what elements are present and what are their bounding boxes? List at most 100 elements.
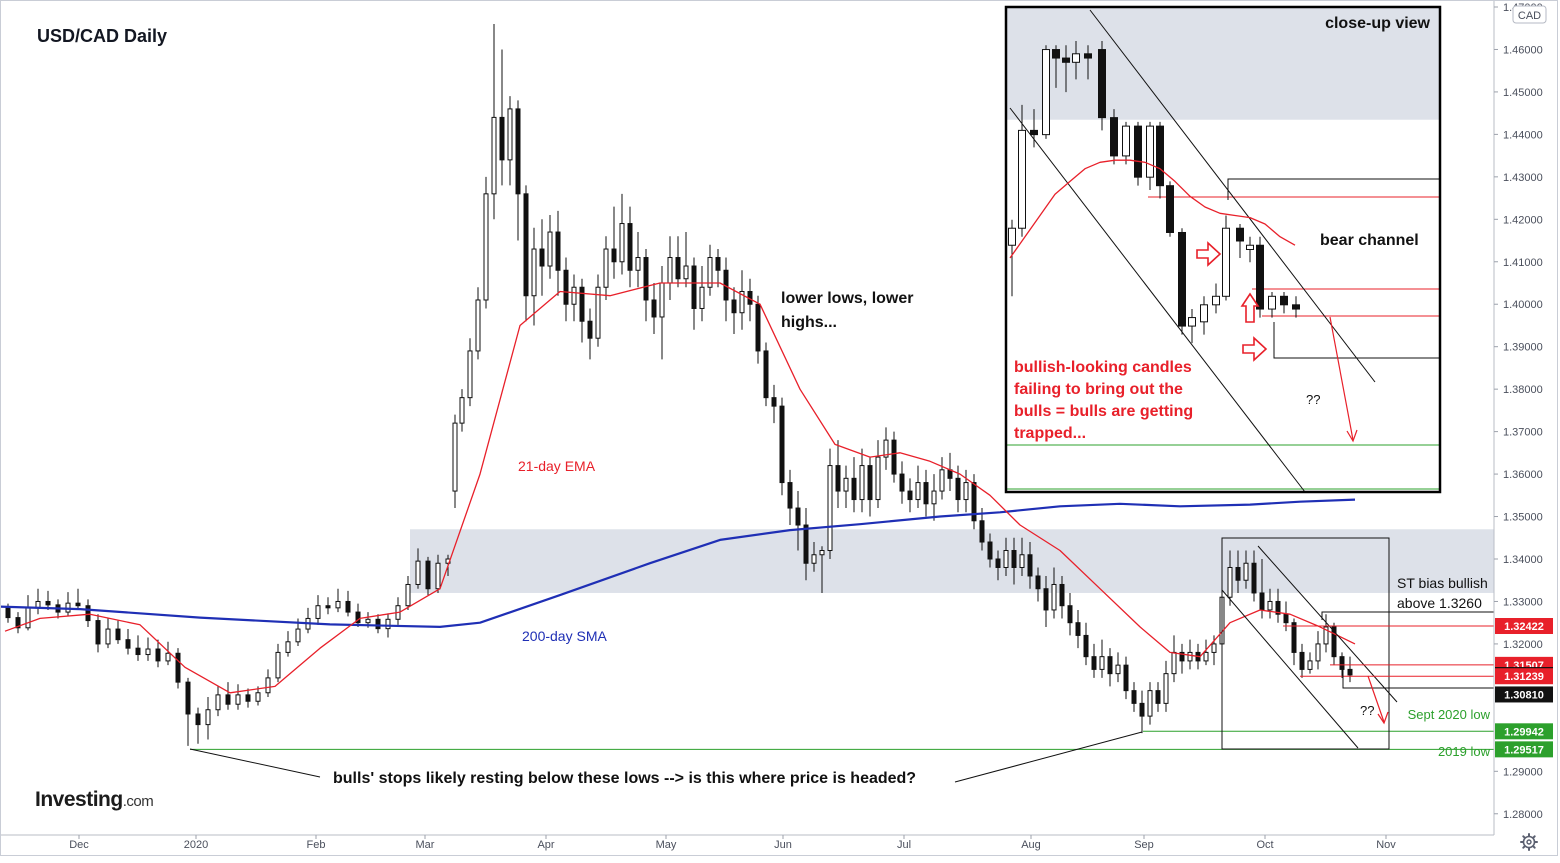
candle-12: [125, 629, 131, 655]
candle-body: [763, 350, 769, 399]
candle-body: [175, 652, 181, 683]
candle-100: [891, 431, 897, 483]
candle-body: [547, 231, 553, 267]
candle-body: [1091, 656, 1097, 670]
annotation-lower-lows-line: highs...: [781, 314, 837, 331]
currency-badge[interactable]: CAD: [1512, 5, 1547, 24]
candle-body: [1035, 575, 1041, 590]
inset-candle-15: [1178, 228, 1186, 335]
price-badge-label: 1.29517: [1504, 744, 1544, 756]
candle-92: [827, 448, 833, 559]
candle-145: [1251, 550, 1257, 602]
candle-21: [215, 686, 221, 717]
candle-body: [1027, 554, 1033, 577]
candle-152: [1307, 652, 1313, 674]
candle-body: [375, 618, 381, 630]
candle-body: [405, 583, 411, 607]
y-tick-label: 1.34000: [1503, 554, 1543, 566]
y-tick-label: 1.37000: [1503, 427, 1543, 439]
candle-body: [955, 477, 961, 501]
candle-14: [145, 637, 151, 661]
candle-body: [135, 647, 141, 656]
candle-19: [195, 707, 201, 744]
x-tick-label: May: [656, 839, 677, 851]
candle-52: [507, 96, 513, 186]
candle-86: [779, 397, 785, 496]
candle-126: [1099, 639, 1105, 678]
candle-9: [95, 614, 101, 653]
annotation-ema-label: 21-day EMA: [518, 458, 596, 474]
candle-body: [75, 602, 81, 607]
candle-106: [939, 457, 945, 500]
candle-body: [215, 694, 221, 711]
inset-border: [1004, 5, 1442, 494]
logo-name: Investing: [35, 788, 123, 811]
candle-16: [165, 641, 171, 666]
inset-candle-8: [1098, 41, 1106, 131]
candle-157: [1347, 656, 1353, 683]
candle-body: [731, 299, 737, 314]
candle-85: [771, 384, 777, 424]
candle-body: [739, 290, 745, 314]
candle-17: [175, 648, 181, 689]
candle-41: [415, 548, 421, 589]
candle-body: [1235, 566, 1241, 581]
candle-body: [915, 482, 921, 501]
inset-candle-19: [1222, 215, 1230, 301]
projection-arrowhead: [1377, 711, 1389, 725]
candle-body: [345, 600, 351, 613]
candle-59: [563, 257, 569, 322]
candle-127: [1107, 648, 1113, 687]
candle-body: [1110, 117, 1118, 157]
candle-body: [883, 439, 889, 458]
candle-body: [795, 507, 801, 526]
candle-body: [1280, 295, 1288, 306]
candle-75: [691, 257, 697, 330]
candle-body: [1292, 304, 1300, 310]
price-badge-bg: [1495, 723, 1553, 740]
candle-155: [1331, 622, 1337, 666]
y-tick-label: 1.28000: [1503, 809, 1543, 821]
candle-125: [1091, 643, 1097, 678]
y-tick-label: 1.45000: [1503, 87, 1543, 99]
x-tick-label: Sep: [1134, 839, 1154, 851]
inset-channel-upper: [1089, 9, 1376, 383]
red-arrow-right-1: [1196, 241, 1222, 267]
x-tick-label: Mar: [416, 839, 435, 851]
inset-candle-4: [1052, 45, 1060, 88]
candle-63: [595, 274, 601, 347]
candle-body: [1147, 690, 1153, 717]
currency-badge-label: CAD: [1518, 10, 1541, 22]
candle-70: [651, 283, 657, 334]
level-box-bottom: [1342, 667, 1497, 689]
annotation-bullish-note-line: bullish-looking candles: [1014, 359, 1192, 376]
investing-logo: Investing.com: [35, 788, 154, 811]
inset-candle-16: [1188, 309, 1196, 344]
candle-body: [651, 299, 657, 318]
candle-body: [285, 641, 291, 653]
price-badge: 1.32422: [1495, 618, 1553, 635]
candle-body: [1051, 583, 1057, 611]
inset-candle-11: [1134, 121, 1142, 186]
sma200-line: [0, 498, 1356, 629]
inset-candle-18: [1212, 283, 1220, 314]
candle-47: [467, 338, 473, 407]
candle-10: [105, 618, 111, 649]
price-badge-bg: [1495, 686, 1553, 703]
candle-body: [425, 560, 431, 590]
candle-57: [547, 215, 553, 279]
annotation-bear-channel: bear channel: [1320, 232, 1419, 249]
candle-body: [1291, 622, 1297, 653]
settings-gear-icon[interactable]: [1520, 833, 1538, 851]
candle-body: [1299, 651, 1305, 670]
candle-body: [1187, 651, 1193, 662]
y-tick-label: 1.44000: [1503, 129, 1543, 141]
candle-body: [931, 490, 937, 505]
candle-134: [1163, 660, 1169, 712]
candle-body: [675, 257, 681, 280]
resistance-zone: [410, 529, 1494, 593]
candle-body: [1084, 53, 1092, 59]
annotation-sma-label: 200-day SMA: [522, 628, 607, 644]
candle-body: [165, 652, 171, 662]
